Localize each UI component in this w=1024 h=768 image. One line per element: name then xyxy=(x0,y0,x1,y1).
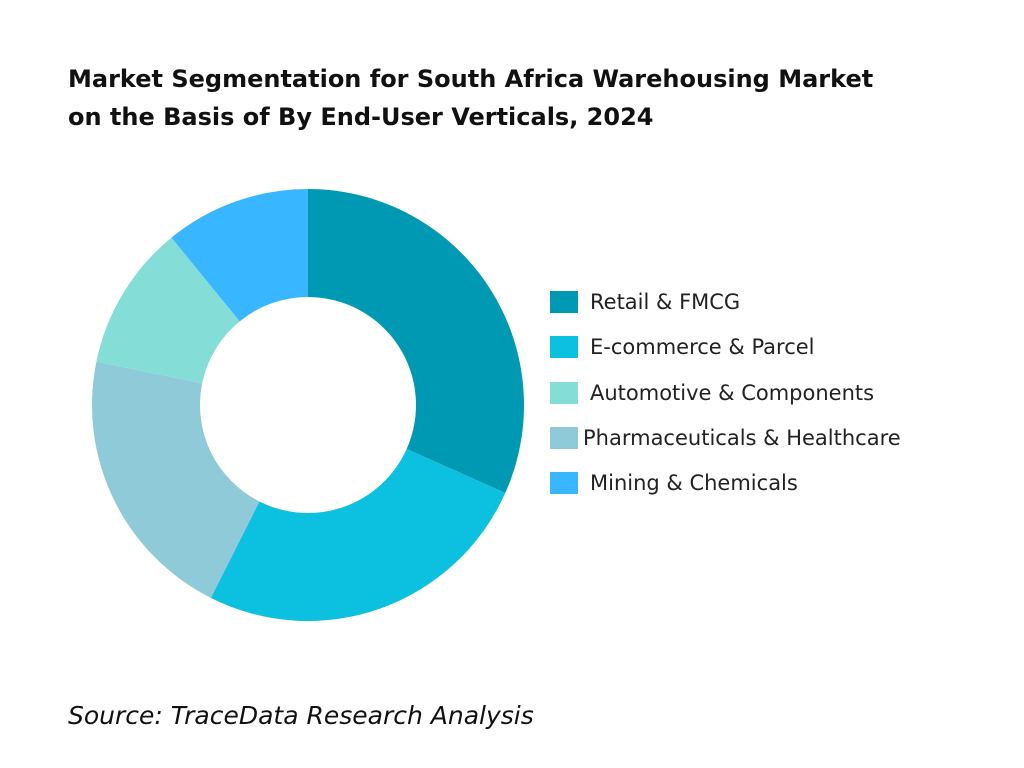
legend-label-ecommerce-parcel: E-commerce & Parcel xyxy=(590,335,815,359)
legend-swatch-mining-chemicals xyxy=(550,472,578,494)
legend-swatch-ecommerce-parcel xyxy=(550,336,578,358)
chart-title: Market Segmentation for South Africa War… xyxy=(68,60,968,136)
legend-label-automotive-components: Automotive & Components xyxy=(590,381,875,405)
legend-swatch-pharmaceuticals-healthcare xyxy=(550,427,578,449)
donut-slice-pharmaceuticals-healthcare xyxy=(91,361,260,598)
source-note: Source: TraceData Research Analysis xyxy=(68,701,534,730)
chart-title-line-1: Market Segmentation for South Africa War… xyxy=(68,65,874,93)
legend-swatch-automotive-components xyxy=(550,382,578,404)
legend-label-pharmaceuticals-healthcare: Pharmaceuticals & Healthcare xyxy=(583,426,901,450)
legend-label-retail-fmcg: Retail & FMCG xyxy=(590,290,741,314)
donut-slice-mining-chemicals xyxy=(171,189,308,322)
chart-title-line-2: on the Basis of By End-User Verticals, 2… xyxy=(68,103,654,131)
legend-swatch-retail-fmcg xyxy=(550,291,578,313)
donut-slice-automotive-components xyxy=(96,237,240,384)
donut-slice-retail-fmcg xyxy=(308,189,525,494)
legend-label-mining-chemicals: Mining & Chemicals xyxy=(590,471,798,495)
donut-slice-ecommerce-parcel xyxy=(210,449,506,621)
